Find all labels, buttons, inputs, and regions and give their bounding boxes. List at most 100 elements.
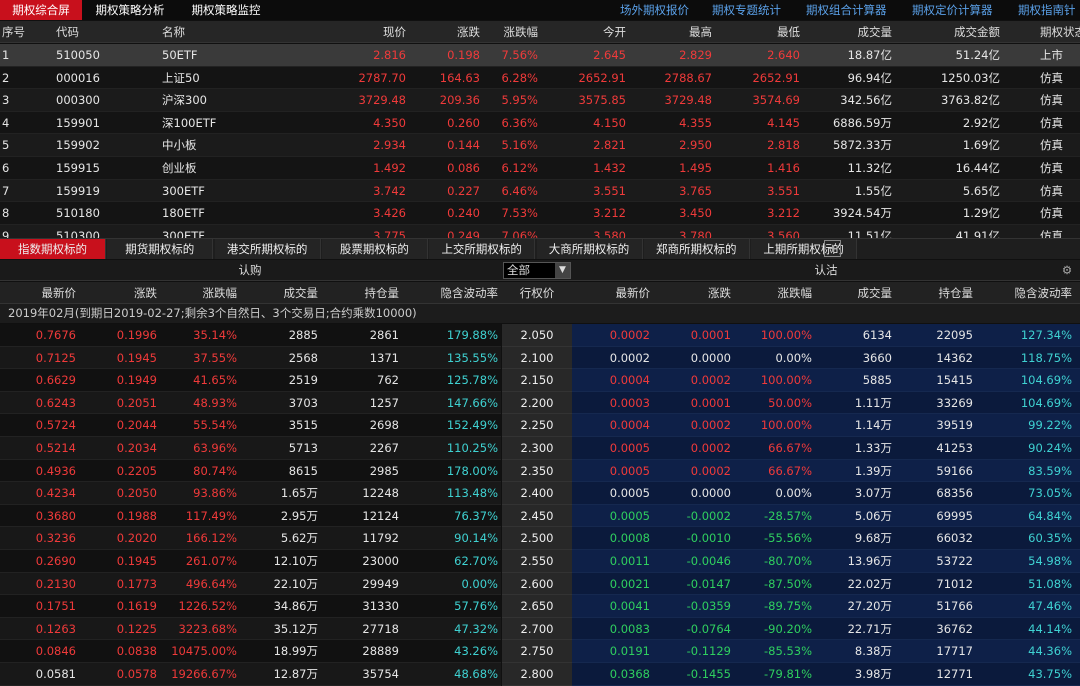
call-row[interactable] [0, 663, 501, 686]
call-cell: 0.0846 [35, 644, 76, 659]
put-cell: 118.75% [1020, 350, 1072, 365]
category-tab[interactable]: 大商所期权标的 [536, 239, 643, 259]
call-cell: 147.66% [446, 395, 498, 410]
strike-cell: 2.150 [520, 373, 554, 388]
category-tab[interactable]: 上期所期权标的 [751, 239, 858, 259]
dropdown-arrow[interactable]: ▼ [555, 263, 570, 278]
put-row[interactable] [572, 617, 1080, 641]
table-cell: 6886.59万 [832, 115, 892, 130]
filter-dropdown[interactable]: 全部 [503, 262, 571, 279]
put-cell: 12771 [936, 667, 973, 681]
table-cell: 11.32亿 [847, 161, 892, 175]
call-cell: 0.2051 [116, 395, 157, 410]
table-cell: 2 [2, 70, 10, 85]
table-row[interactable] [0, 134, 1080, 157]
put-row[interactable] [572, 369, 1080, 392]
menu-link[interactable]: 期权指南针 [1018, 3, 1076, 17]
call-row[interactable] [0, 391, 501, 415]
call-row[interactable] [0, 572, 501, 596]
table-row[interactable] [0, 66, 1080, 90]
call-row[interactable] [0, 527, 501, 550]
table-cell: 7.53% [501, 206, 538, 221]
put-row[interactable] [572, 482, 1080, 505]
put-row[interactable] [572, 504, 1080, 528]
menu-link[interactable]: 期权专题统计 [712, 3, 781, 17]
put-cell: 47.46% [1028, 599, 1072, 614]
menu-bar [0, 0, 1080, 20]
put-cell: -89.75% [764, 599, 812, 614]
put-row[interactable] [572, 663, 1080, 686]
menu-tab[interactable]: 期权综合屏 [0, 0, 82, 20]
call-row[interactable] [0, 504, 501, 528]
menu-tab[interactable]: 期权策略分析 [95, 3, 165, 17]
put-cell: -85.53% [764, 644, 812, 659]
table-row[interactable] [0, 89, 1080, 112]
table-row[interactable] [0, 202, 1080, 225]
category-tab[interactable]: 上交所期权标的 [429, 239, 536, 259]
call-row[interactable] [0, 617, 501, 641]
table-cell: 1.55亿 [854, 183, 892, 198]
settings-icon[interactable]: ⚙ [1061, 263, 1073, 277]
menu-link[interactable]: 场外期权报价 [620, 3, 689, 17]
category-tab[interactable]: 指数期权标的 [0, 239, 106, 259]
put-row[interactable] [572, 640, 1080, 663]
put-cell: -0.0046 [686, 554, 731, 568]
put-cell: 60.35% [1028, 531, 1072, 546]
column-header: 成交金额 [954, 25, 1000, 39]
put-row[interactable] [572, 324, 1080, 347]
call-row[interactable] [0, 482, 501, 505]
menu-tab[interactable]: 期权策略监控 [191, 3, 261, 17]
call-cell: 48.68% [454, 667, 498, 681]
call-cell: 0.1773 [116, 576, 157, 591]
put-row[interactable] [572, 391, 1080, 415]
put-cell: 0.0001 [690, 328, 731, 342]
put-cell: 1.39万 [854, 463, 892, 478]
put-cell: 0.0008 [609, 531, 650, 546]
put-row[interactable] [572, 346, 1080, 370]
call-row[interactable] [0, 414, 501, 437]
strike-cell: 2.050 [520, 328, 554, 342]
call-row[interactable] [0, 595, 501, 618]
call-row[interactable] [0, 640, 501, 663]
put-cell: -0.0359 [686, 599, 731, 614]
put-row[interactable] [572, 572, 1080, 596]
table-cell: 2.829 [679, 48, 712, 62]
call-cell: 0.00% [461, 576, 498, 591]
call-cell: 0.2690 [35, 554, 76, 568]
call-row[interactable] [0, 550, 501, 573]
table-cell: 3 [2, 93, 10, 108]
call-row[interactable] [0, 437, 501, 460]
call-row[interactable] [0, 459, 501, 483]
put-cell: 64.84% [1028, 508, 1072, 523]
put-row[interactable] [572, 459, 1080, 483]
put-row[interactable] [572, 550, 1080, 573]
table-cell: 2.821 [593, 138, 626, 153]
table-cell: 300ETF [162, 183, 205, 198]
call-cell: 37.55% [193, 350, 237, 365]
call-cell: 11792 [362, 531, 399, 546]
call-label: 认购 [238, 263, 262, 277]
call-row[interactable] [0, 324, 501, 347]
call-cell: 12.87万 [273, 667, 318, 681]
table-row[interactable] [0, 111, 1080, 135]
call-cell: 0.2205 [116, 463, 157, 478]
put-row[interactable] [572, 414, 1080, 437]
strike-cell-bg [502, 414, 572, 437]
category-tab[interactable]: 期货期权标的 [107, 239, 214, 259]
put-row[interactable] [572, 437, 1080, 460]
put-row[interactable] [572, 595, 1080, 618]
table-cell: 0.227 [447, 183, 480, 198]
category-tab[interactable]: 股票期权标的 [321, 239, 428, 259]
call-row[interactable] [0, 369, 501, 392]
menu-link[interactable]: 期权定价计算器 [912, 3, 993, 17]
table-row[interactable] [0, 44, 1080, 67]
call-row[interactable] [0, 346, 501, 370]
put-cell: 5885 [862, 373, 892, 388]
category-tab[interactable]: 郑商所期权标的 [643, 239, 750, 259]
put-row[interactable] [572, 527, 1080, 550]
category-tab[interactable]: 港交所期权标的 [214, 239, 321, 259]
menu-link[interactable]: 期权组合计算器 [806, 3, 887, 17]
strike-cell-bg [502, 504, 572, 528]
table-row[interactable] [0, 157, 1080, 180]
table-row[interactable] [0, 179, 1080, 203]
